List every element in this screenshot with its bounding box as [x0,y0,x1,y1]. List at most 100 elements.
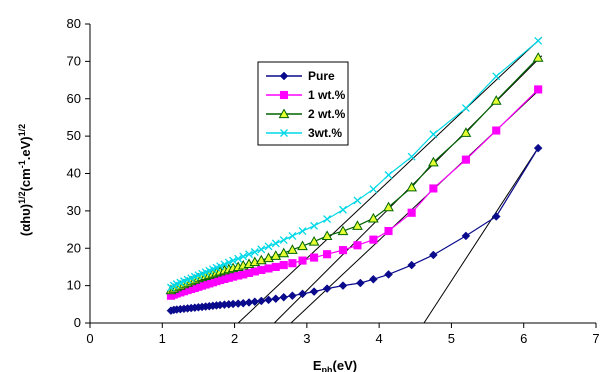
y-tick-label: 60 [67,91,81,106]
data-point [407,260,417,270]
data-point [271,294,281,304]
data-point [287,244,298,254]
data-point [257,245,266,254]
data-point [461,104,470,113]
y-axis-title: (αhυ)1/2(cm-1.eV)1/2 [17,124,33,236]
y-tick-label: 80 [67,16,81,31]
data-point [353,196,362,205]
legend-entry: 1 wt.% [266,88,346,102]
data-point [492,72,501,81]
x-tick-label: 2 [231,331,238,346]
data-point [229,256,238,265]
data-point [384,270,393,279]
data-point [271,262,280,271]
fit-line [423,145,541,324]
series-pure [166,143,543,316]
x-marker-stroke [257,245,266,254]
data-point [288,259,297,268]
data-point [250,248,259,256]
x-tick-label: 5 [448,331,455,346]
data-point [309,287,319,296]
x-marker-stroke [492,72,501,81]
data-point [368,212,379,223]
data-point [384,227,393,236]
data-point [257,265,266,274]
legend: Pure 1 wt.% 2 wt.% 3wt.% [257,61,349,146]
data-point [353,241,362,250]
data-point [534,85,543,94]
x-marker-stroke [369,185,378,194]
x-tick-label: 6 [520,331,527,346]
x-marker-stroke [298,227,307,236]
data-point [492,126,501,135]
y-tick-label: 30 [67,203,81,218]
data-point [460,127,472,137]
y-tick-labels: 0 10 20 30 40 50 60 70 80 [67,16,81,330]
tick-marks [85,23,597,328]
x-tick-label: 3 [303,331,310,346]
x-marker-stroke [271,239,280,248]
data-point [279,292,289,302]
x-marker-stroke [245,250,253,259]
data-point [534,36,543,45]
data-point [384,171,393,179]
legend-marker [279,71,289,81]
data-point [339,205,347,214]
data-point [298,256,307,265]
data-point [298,289,307,299]
data-point [322,284,332,293]
data-point [428,156,439,167]
data-point [234,254,243,263]
x-marker-stroke [229,256,238,265]
data-point [490,95,502,105]
data-point [321,230,333,241]
legend-label: 1 wt.% [308,88,346,102]
x-marker-stroke [239,252,248,261]
legend-entry: 3wt.% [266,126,342,140]
legend-label: 3wt.% [308,126,342,140]
x-marker-stroke [429,130,438,139]
data-point [352,220,363,230]
data-point [406,181,418,192]
x-marker-stroke [323,215,332,224]
data-point [220,260,229,269]
x-marker-stroke [280,129,288,137]
data-point [407,152,416,161]
y-tick-label: 40 [67,166,81,181]
x-marker-stroke [384,171,393,179]
x-marker-stroke [534,36,543,45]
y-tick-label: 10 [67,278,81,293]
data-point [323,215,332,224]
x-tick-labels: 0 1 2 3 4 5 6 7 [86,331,599,346]
x-tick-label: 7 [592,331,599,346]
data-point [264,264,273,273]
data-point [288,291,297,301]
data-point [239,252,248,261]
x-tick-label: 1 [159,331,166,346]
data-point [407,208,416,217]
x-tick-label: 0 [86,331,93,346]
data-point [279,261,288,270]
series-3wt- [167,36,543,292]
data-point [323,250,332,259]
data-point [429,184,438,193]
x-marker-stroke [234,254,243,263]
data-point [429,130,438,139]
data-point [461,231,471,241]
data-point [298,227,307,236]
y-tick-label: 70 [67,53,81,68]
legend-label: Pure [308,69,335,83]
legend-label: 2 wt.% [308,107,346,121]
data-point [278,247,290,258]
y-tick-label: 0 [74,315,81,330]
x-marker-stroke [224,258,233,267]
fit-line [237,36,543,324]
data-point [308,235,320,246]
y-tick-label: 50 [67,128,81,143]
legend-entry: 2 wt.% [266,107,346,121]
x-marker-stroke [250,248,259,256]
data-point [429,250,438,260]
data-point [279,236,288,244]
data-point [369,235,378,244]
